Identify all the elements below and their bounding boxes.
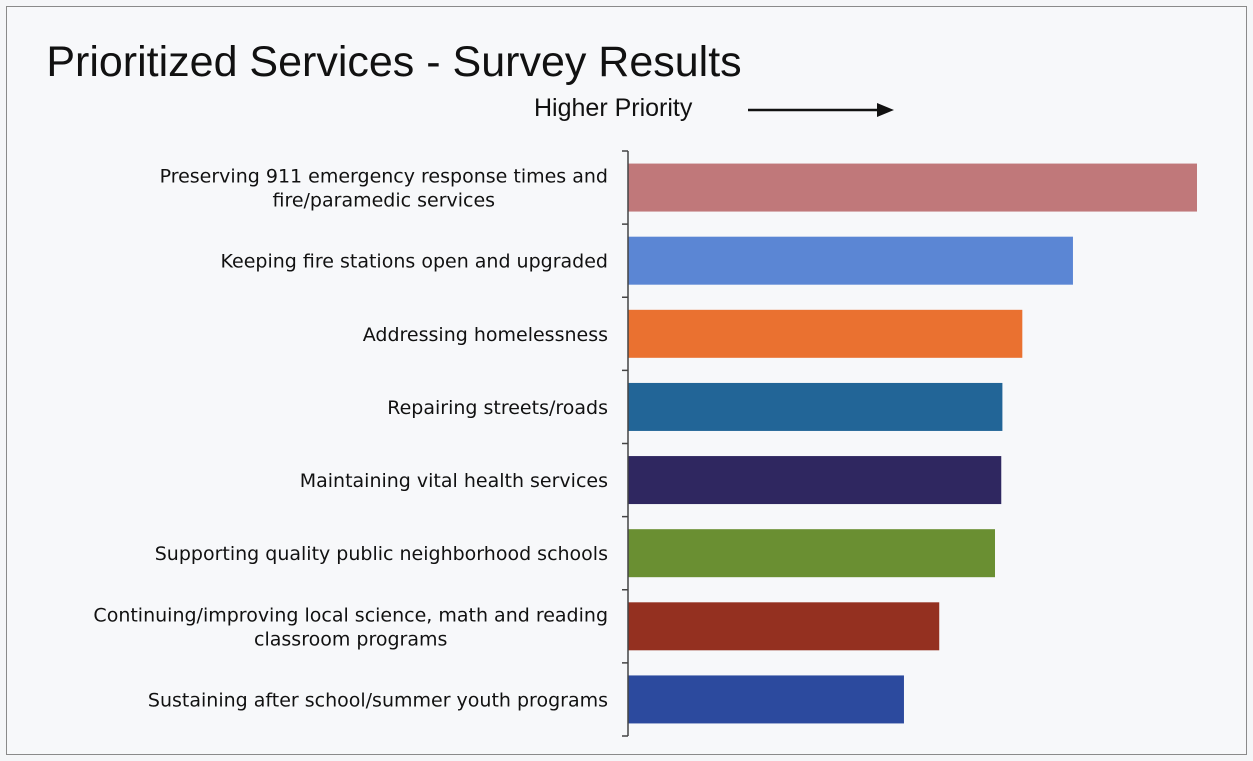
priority-arrow-head [877, 103, 894, 117]
chart-frame: Prioritized Services - Survey Results Hi… [6, 6, 1247, 755]
y-axis [622, 150, 629, 737]
bar [628, 456, 1002, 505]
bar [628, 309, 1023, 358]
bar [628, 602, 940, 651]
priority-arrow [748, 103, 894, 117]
category-label: fire/paramedic services [272, 190, 495, 212]
category-label: Keeping fire stations open and upgraded [221, 251, 608, 273]
category-label: classroom programs [254, 628, 447, 650]
category-label: Maintaining vital health services [300, 470, 608, 492]
category-label: Sustaining after school/summer youth pro… [148, 689, 608, 711]
chart-subtitle: Higher Priority [534, 94, 693, 122]
bar [628, 529, 996, 578]
bar-chart: Prioritized Services - Survey Results Hi… [46, 38, 1197, 737]
category-label: Addressing homelessness [363, 324, 608, 346]
category-label: Continuing/improving local science, math… [93, 604, 608, 626]
chart-title: Prioritized Services - Survey Results [46, 38, 741, 86]
bars [628, 163, 1197, 724]
bar [628, 236, 1073, 285]
bar [628, 382, 1003, 431]
category-labels: Preserving 911 emergency response times … [93, 166, 608, 712]
category-label: Repairing streets/roads [387, 397, 608, 419]
bar [628, 163, 1197, 212]
bar [628, 675, 904, 724]
category-label: Preserving 911 emergency response times … [160, 166, 608, 188]
category-label: Supporting quality public neighborhood s… [155, 543, 608, 565]
